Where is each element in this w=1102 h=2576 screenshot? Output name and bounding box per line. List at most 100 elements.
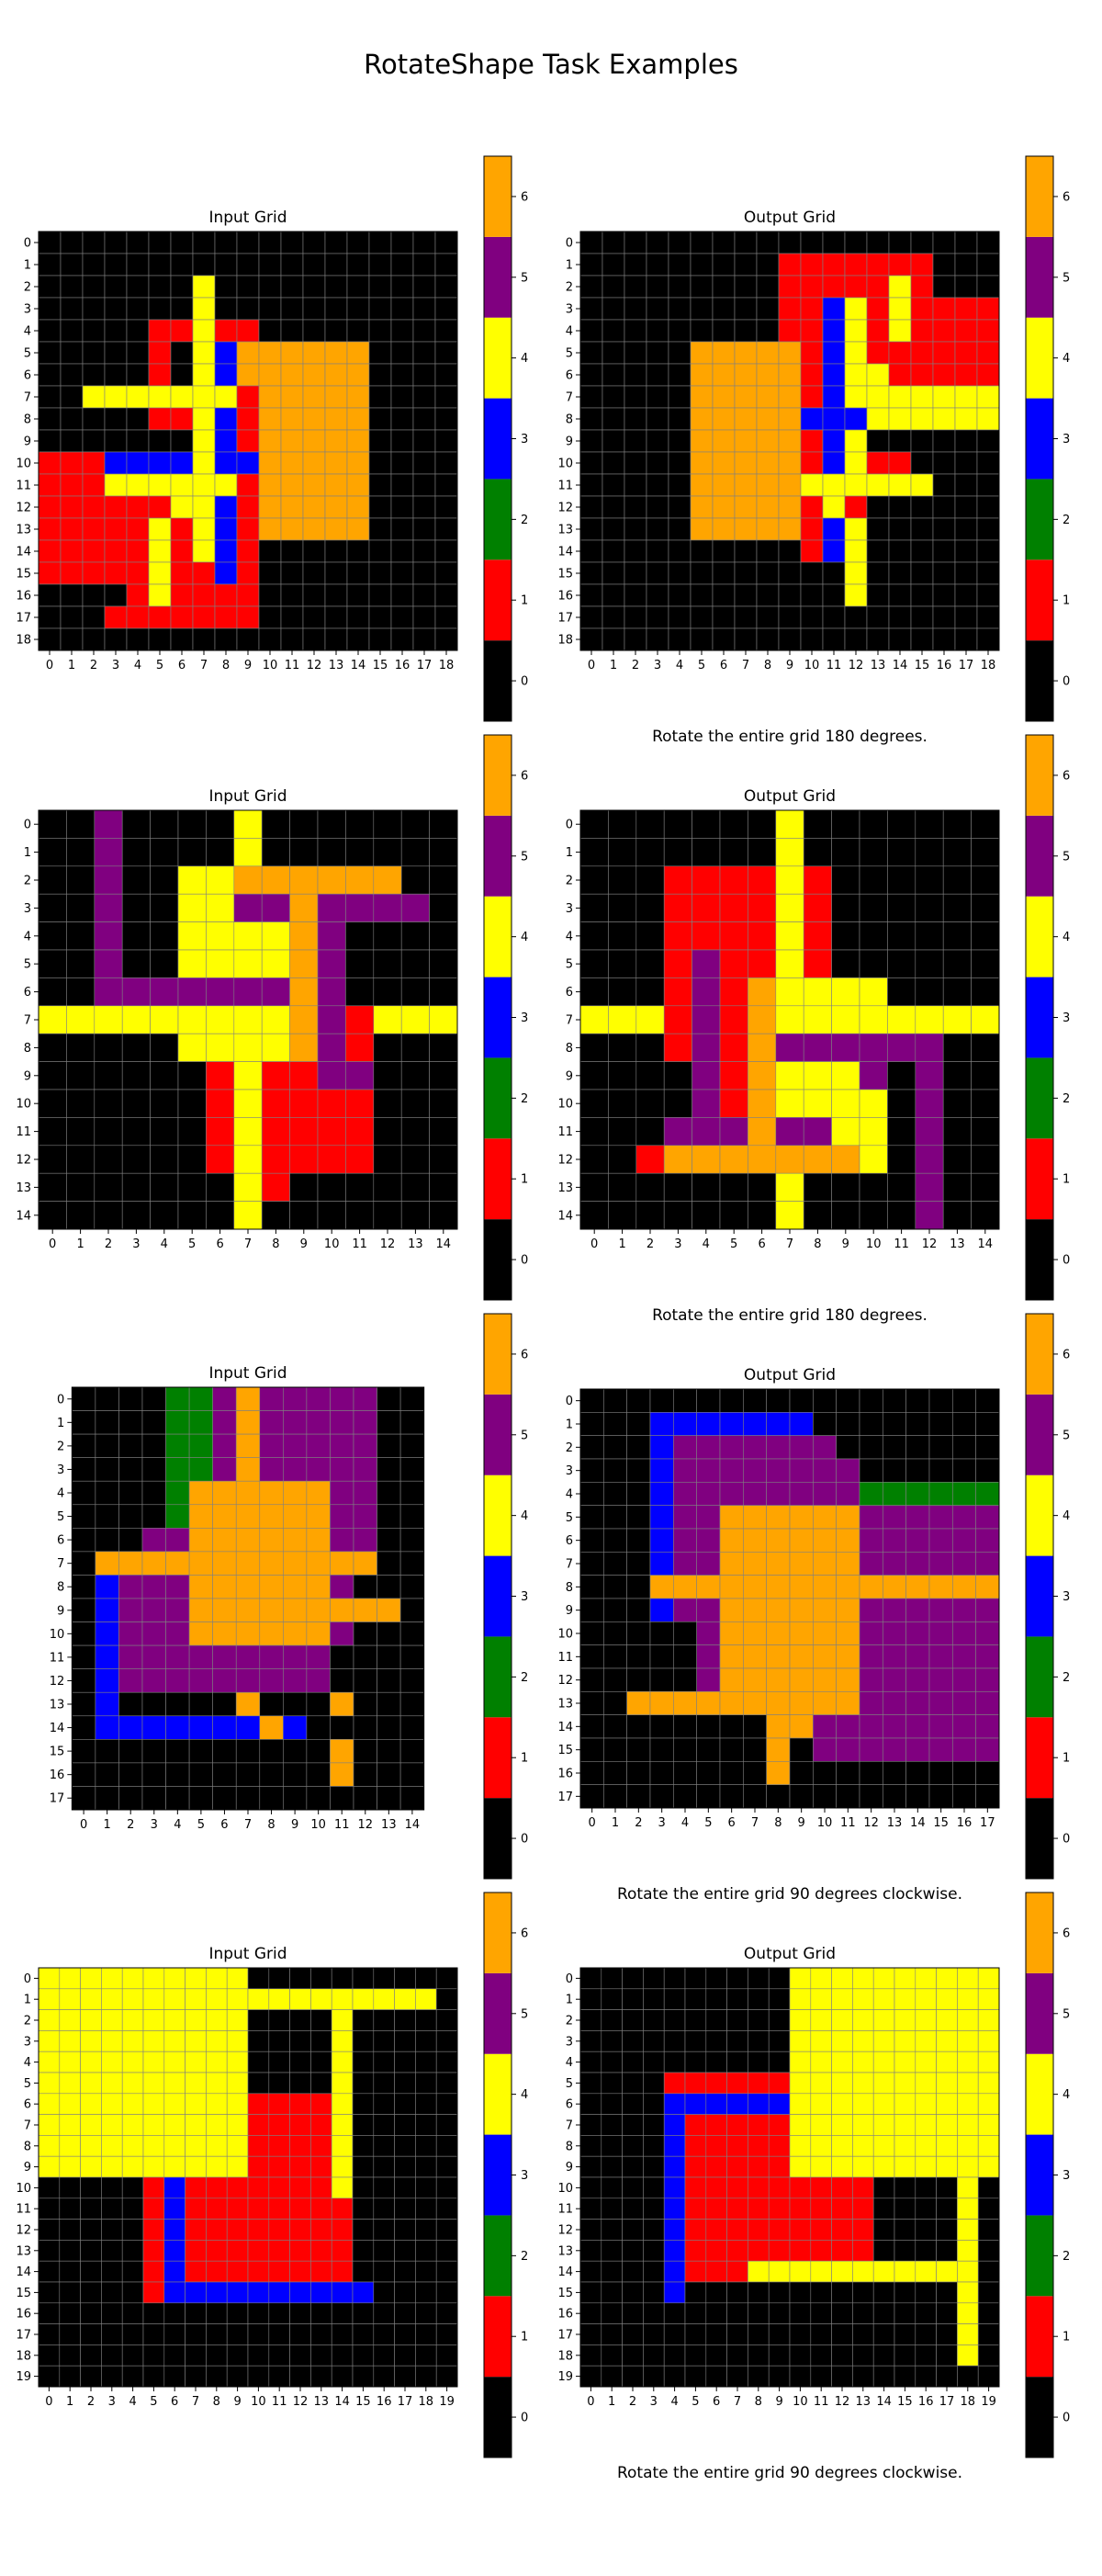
grid-cell <box>734 319 758 343</box>
grid-cell <box>975 1737 1000 1762</box>
grid-cell <box>60 319 84 343</box>
y-tick-label: 17 <box>16 2329 31 2343</box>
figure-title: RotateShape Task Examples <box>364 49 738 80</box>
grid-cell <box>185 1967 207 1990</box>
grid-cell <box>778 231 802 254</box>
grid-cell <box>412 297 436 321</box>
grid-cell <box>976 605 1000 629</box>
grid-cell <box>317 809 346 839</box>
grid-cell <box>915 2365 937 2388</box>
grid-cell <box>831 977 860 1007</box>
grid-cell <box>59 2009 81 2031</box>
colorbar-frame <box>483 1313 512 1880</box>
x-tick-label: 13 <box>887 1816 903 1830</box>
grid-cell <box>394 2051 416 2073</box>
grid-cell <box>66 1089 96 1118</box>
grid-cell <box>302 583 326 607</box>
grid-cell <box>302 605 326 629</box>
grid-cell <box>101 2365 123 2388</box>
colorbar-tick-label: 5 <box>521 271 528 285</box>
grid-cell <box>831 1967 853 1990</box>
x-tick-label: 0 <box>80 1818 87 1832</box>
grid-cell <box>206 2030 228 2052</box>
grid-cell <box>377 1598 401 1622</box>
grid-cell <box>579 1458 604 1483</box>
grid-cell <box>915 977 944 1007</box>
grid-cell <box>142 2302 165 2324</box>
grid-cell <box>684 2344 707 2367</box>
y-tick-label: 5 <box>24 958 31 972</box>
grid-cell <box>601 2114 623 2136</box>
grid-cell <box>643 2344 665 2367</box>
grid-cell <box>932 275 956 299</box>
grid-cell <box>280 627 304 651</box>
y-tick-label: 3 <box>57 1463 64 1477</box>
grid-cell <box>971 1033 1000 1062</box>
grid-cell <box>226 2240 249 2262</box>
grid-cell <box>668 583 692 607</box>
grid-cell <box>743 1435 767 1460</box>
grid-cell <box>743 1621 767 1645</box>
grid-cell <box>690 341 714 365</box>
grid-cell <box>95 1668 119 1693</box>
grid-cell <box>822 363 846 387</box>
grid-cell <box>399 1386 424 1411</box>
grid-cell <box>954 407 978 431</box>
grid-cell <box>310 2344 332 2367</box>
grid-cell <box>775 1201 804 1230</box>
grid-cell <box>415 2281 437 2304</box>
grid-cell <box>705 2051 727 2073</box>
y-tick-label: 4 <box>566 325 573 339</box>
grid-cell <box>59 2302 81 2324</box>
y-tick-label: 7 <box>57 1557 64 1571</box>
grid-cell <box>185 2219 207 2241</box>
y-tick-label: 5 <box>24 347 31 361</box>
y-tick-label: 9 <box>566 1604 573 1618</box>
grid-cell <box>726 2240 748 2262</box>
grid-cell <box>836 1691 860 1715</box>
grid-cell <box>330 1457 354 1482</box>
grid-cell <box>150 893 179 922</box>
grid-cell <box>976 297 1000 321</box>
grid-cell <box>977 2281 1000 2304</box>
grid-cell <box>602 231 625 254</box>
grid-cell <box>789 1967 812 1990</box>
colorbar-frame <box>1025 1892 1054 2458</box>
grid-cell <box>163 2114 186 2136</box>
grid-cell <box>831 2365 853 2388</box>
grid-cell <box>368 495 392 519</box>
grid-cell <box>952 1412 976 1436</box>
grid-cell <box>726 2009 748 2031</box>
grid-cell <box>883 1388 906 1413</box>
grid-cell <box>626 1482 651 1506</box>
grid-cell <box>212 1575 237 1599</box>
grid-cell <box>177 1117 207 1147</box>
grid-cell <box>390 319 414 343</box>
grid-cell <box>905 1458 930 1483</box>
grid-cell <box>894 2302 916 2324</box>
grid-cell <box>302 407 326 431</box>
grid-cell <box>756 275 780 299</box>
grid-cell <box>226 2051 249 2073</box>
grid-cell <box>390 605 414 629</box>
grid-cell <box>185 2344 207 2367</box>
grid-cell <box>719 865 748 895</box>
grid-cell <box>915 2176 937 2199</box>
grid-cell <box>602 319 625 343</box>
grid-cell <box>719 1482 744 1506</box>
colorbar-swatch <box>484 2053 512 2135</box>
grid-cell <box>435 2260 458 2283</box>
example-1: 0 1 2 3 4 5 6 7 8 9 10 11 12 13 14 15 16 17 18012345678910… <box>16 155 1070 746</box>
grid-cell <box>690 231 714 254</box>
grid-cell <box>813 1761 837 1785</box>
grid-cell <box>579 275 603 299</box>
grid-cell <box>831 2051 853 2073</box>
grid-cell <box>719 1458 744 1483</box>
x-tick-label: 10 <box>310 1818 326 1832</box>
grid-cell <box>768 2344 791 2367</box>
grid-cell <box>905 1598 930 1622</box>
y-tick-label: 0 <box>566 819 573 832</box>
grid-cell <box>415 2323 437 2345</box>
grid-cell <box>95 1575 119 1599</box>
grid-cell <box>247 2219 270 2241</box>
